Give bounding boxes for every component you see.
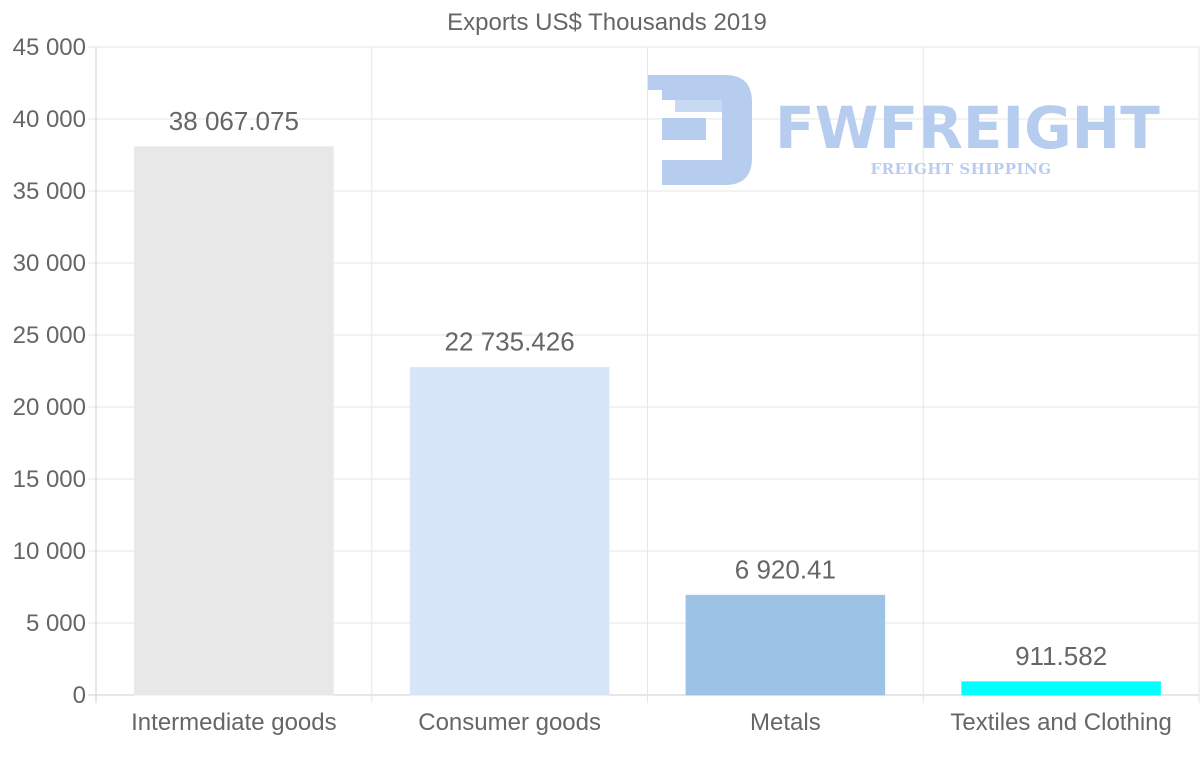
y-tick-label: 35 000: [13, 178, 86, 205]
y-tick-label: 15 000: [13, 466, 86, 493]
fwfreight-watermark: FWFREIGHT FREIGHT SHIPPING: [648, 75, 1160, 185]
data-label: 6 920.41: [735, 554, 836, 584]
data-label: 911.582: [1015, 641, 1107, 671]
data-label: 22 735.426: [445, 327, 575, 357]
y-tick-label: 40 000: [13, 106, 86, 133]
y-tick-label: 10 000: [13, 538, 86, 565]
watermark-tagline: FREIGHT SHIPPING: [870, 160, 1051, 178]
fwfreight-logo-icon: [648, 75, 752, 185]
y-tick-label: 0: [73, 682, 86, 709]
bar[interactable]: [134, 146, 334, 696]
bars-group: [134, 146, 1161, 696]
watermark-brand: FWFREIGHT: [775, 94, 1160, 162]
bar[interactable]: [961, 681, 1161, 696]
x-tick-label: Textiles and Clothing: [950, 709, 1171, 736]
x-tick-label: Metals: [750, 709, 821, 736]
x-tick-label: Intermediate goods: [131, 709, 336, 736]
chart-title: Exports US$ Thousands 2019: [447, 9, 767, 36]
y-axis-labels: 0 5 000 10 000 15 000 20 000 25 000 30 000 35 0…: [13, 34, 86, 709]
y-tick-label: 30 000: [13, 250, 86, 277]
y-tick-label: 20 000: [13, 394, 86, 421]
data-labels: 38 067.075 22 735.426 6 920.41 911.582: [169, 106, 1107, 671]
y-tick-label: 5 000: [26, 610, 86, 637]
x-tick-label: Consumer goods: [418, 709, 601, 736]
bar[interactable]: [409, 367, 610, 696]
y-tick-label: 45 000: [13, 34, 86, 61]
data-label: 38 067.075: [169, 106, 299, 136]
x-axis-labels: Intermediate goods Consumer goods Metals Te…: [131, 709, 1172, 736]
y-tick-label: 25 000: [13, 322, 86, 349]
bar[interactable]: [685, 594, 886, 696]
